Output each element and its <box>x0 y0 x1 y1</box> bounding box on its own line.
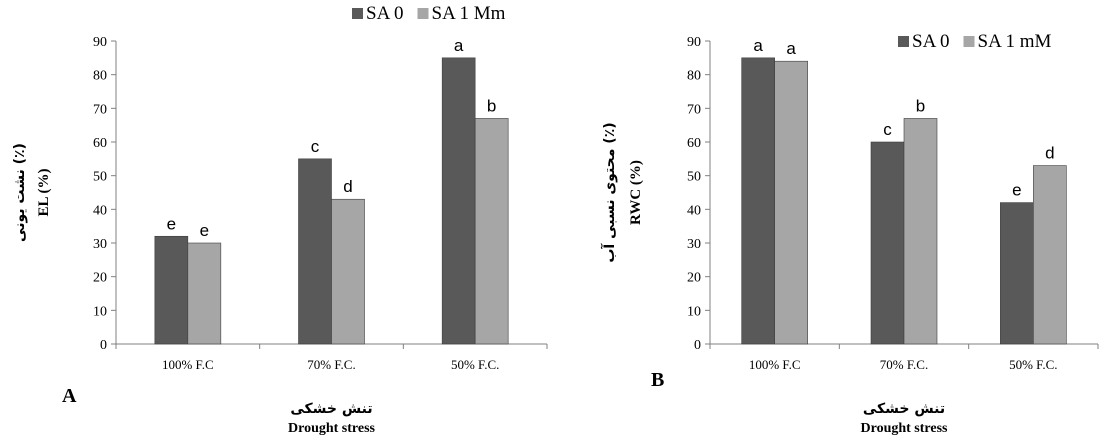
x-axis-title: Drought stress <box>861 421 949 436</box>
x-tick-label: 50% F.C. <box>451 357 499 372</box>
panel-label: B <box>651 369 664 391</box>
x-tick-label: 100% F.C <box>162 357 214 372</box>
y-tick-label: 30 <box>93 237 107 252</box>
bar <box>1000 202 1034 345</box>
data-label: c <box>883 120 892 139</box>
data-label: a <box>786 39 796 58</box>
legend-label: SA 0 <box>912 31 950 52</box>
data-label: a <box>753 36 763 55</box>
data-label: d <box>1045 144 1054 163</box>
data-label: d <box>343 177 352 196</box>
data-label: c <box>311 137 320 156</box>
legend-label: SA 1 Mm <box>432 3 506 24</box>
legend-label: SA 1 mM <box>978 31 1052 52</box>
x-tick-label: 50% F.C. <box>1009 357 1057 372</box>
x-axis-title-persian: تنش خشکی <box>290 401 372 417</box>
bar <box>187 242 222 345</box>
y-tick-label: 60 <box>687 136 701 151</box>
y-tick-label: 80 <box>687 69 701 84</box>
bar <box>331 198 365 345</box>
y-tick-label: 0 <box>100 338 107 353</box>
bar <box>903 118 938 345</box>
bar <box>441 57 476 345</box>
data-label: a <box>454 36 464 55</box>
x-axis-title-persian: تنش خشکی <box>863 401 945 417</box>
x-tick-label: 100% F.C <box>749 357 801 372</box>
panel-label: A <box>62 385 77 407</box>
y-tick-label: 50 <box>687 170 701 185</box>
y-tick-label: 10 <box>93 304 107 319</box>
data-label: b <box>487 96 496 115</box>
y-tick-label: 50 <box>93 170 107 185</box>
y-tick-label: 0 <box>694 338 701 353</box>
bar <box>870 141 905 345</box>
y-tick-label: 60 <box>93 136 107 151</box>
legend-swatch <box>417 8 429 19</box>
y-tick-label: 20 <box>93 271 107 286</box>
y-tick-label: 30 <box>687 237 701 252</box>
bar <box>741 57 775 345</box>
y-tick-label: 70 <box>93 102 107 117</box>
x-axis-title: Drought stress <box>288 421 376 436</box>
bar <box>474 118 509 345</box>
y-tick-label: 40 <box>687 203 701 218</box>
bar <box>298 158 332 345</box>
y-tick-label: 20 <box>687 271 701 286</box>
x-tick-label: 70% F.C. <box>307 357 355 372</box>
y-tick-label: 80 <box>93 69 107 84</box>
chart-panel-a: 0 10 20 30 40 50 60 70 80 90 100% F.C e e 70% F.C. c d 5… <box>12 3 548 436</box>
y-tick-label: 10 <box>687 304 701 319</box>
y-tick-label: 90 <box>93 35 107 50</box>
bar <box>774 60 808 345</box>
data-label: b <box>916 96 925 115</box>
y-tick-label: 40 <box>93 203 107 218</box>
legend-label: SA 0 <box>366 3 404 24</box>
bar <box>154 235 189 345</box>
y-tick-label: 70 <box>687 102 701 117</box>
legend-swatch <box>898 36 909 47</box>
legend-swatch <box>352 8 363 19</box>
x-tick-label: 70% F.C. <box>880 357 928 372</box>
y-axis-title-persian: محتوی نسبی آب (٪) <box>600 122 618 262</box>
data-label: e <box>167 214 176 233</box>
bar <box>1033 165 1067 345</box>
y-axis-title: EL (%) <box>36 169 52 217</box>
y-axis-title-persian: نشت یونی (٪) <box>12 143 28 242</box>
data-label: e <box>200 221 209 240</box>
data-label: e <box>1012 181 1021 200</box>
chart-panel-b: 0 10 20 30 40 50 60 70 80 90 100% F.C a a 70% F.C. c b 5… <box>600 31 1099 436</box>
y-axis-title: RWC (%) <box>628 160 644 225</box>
legend-swatch <box>963 36 975 47</box>
y-tick-label: 90 <box>687 35 701 50</box>
